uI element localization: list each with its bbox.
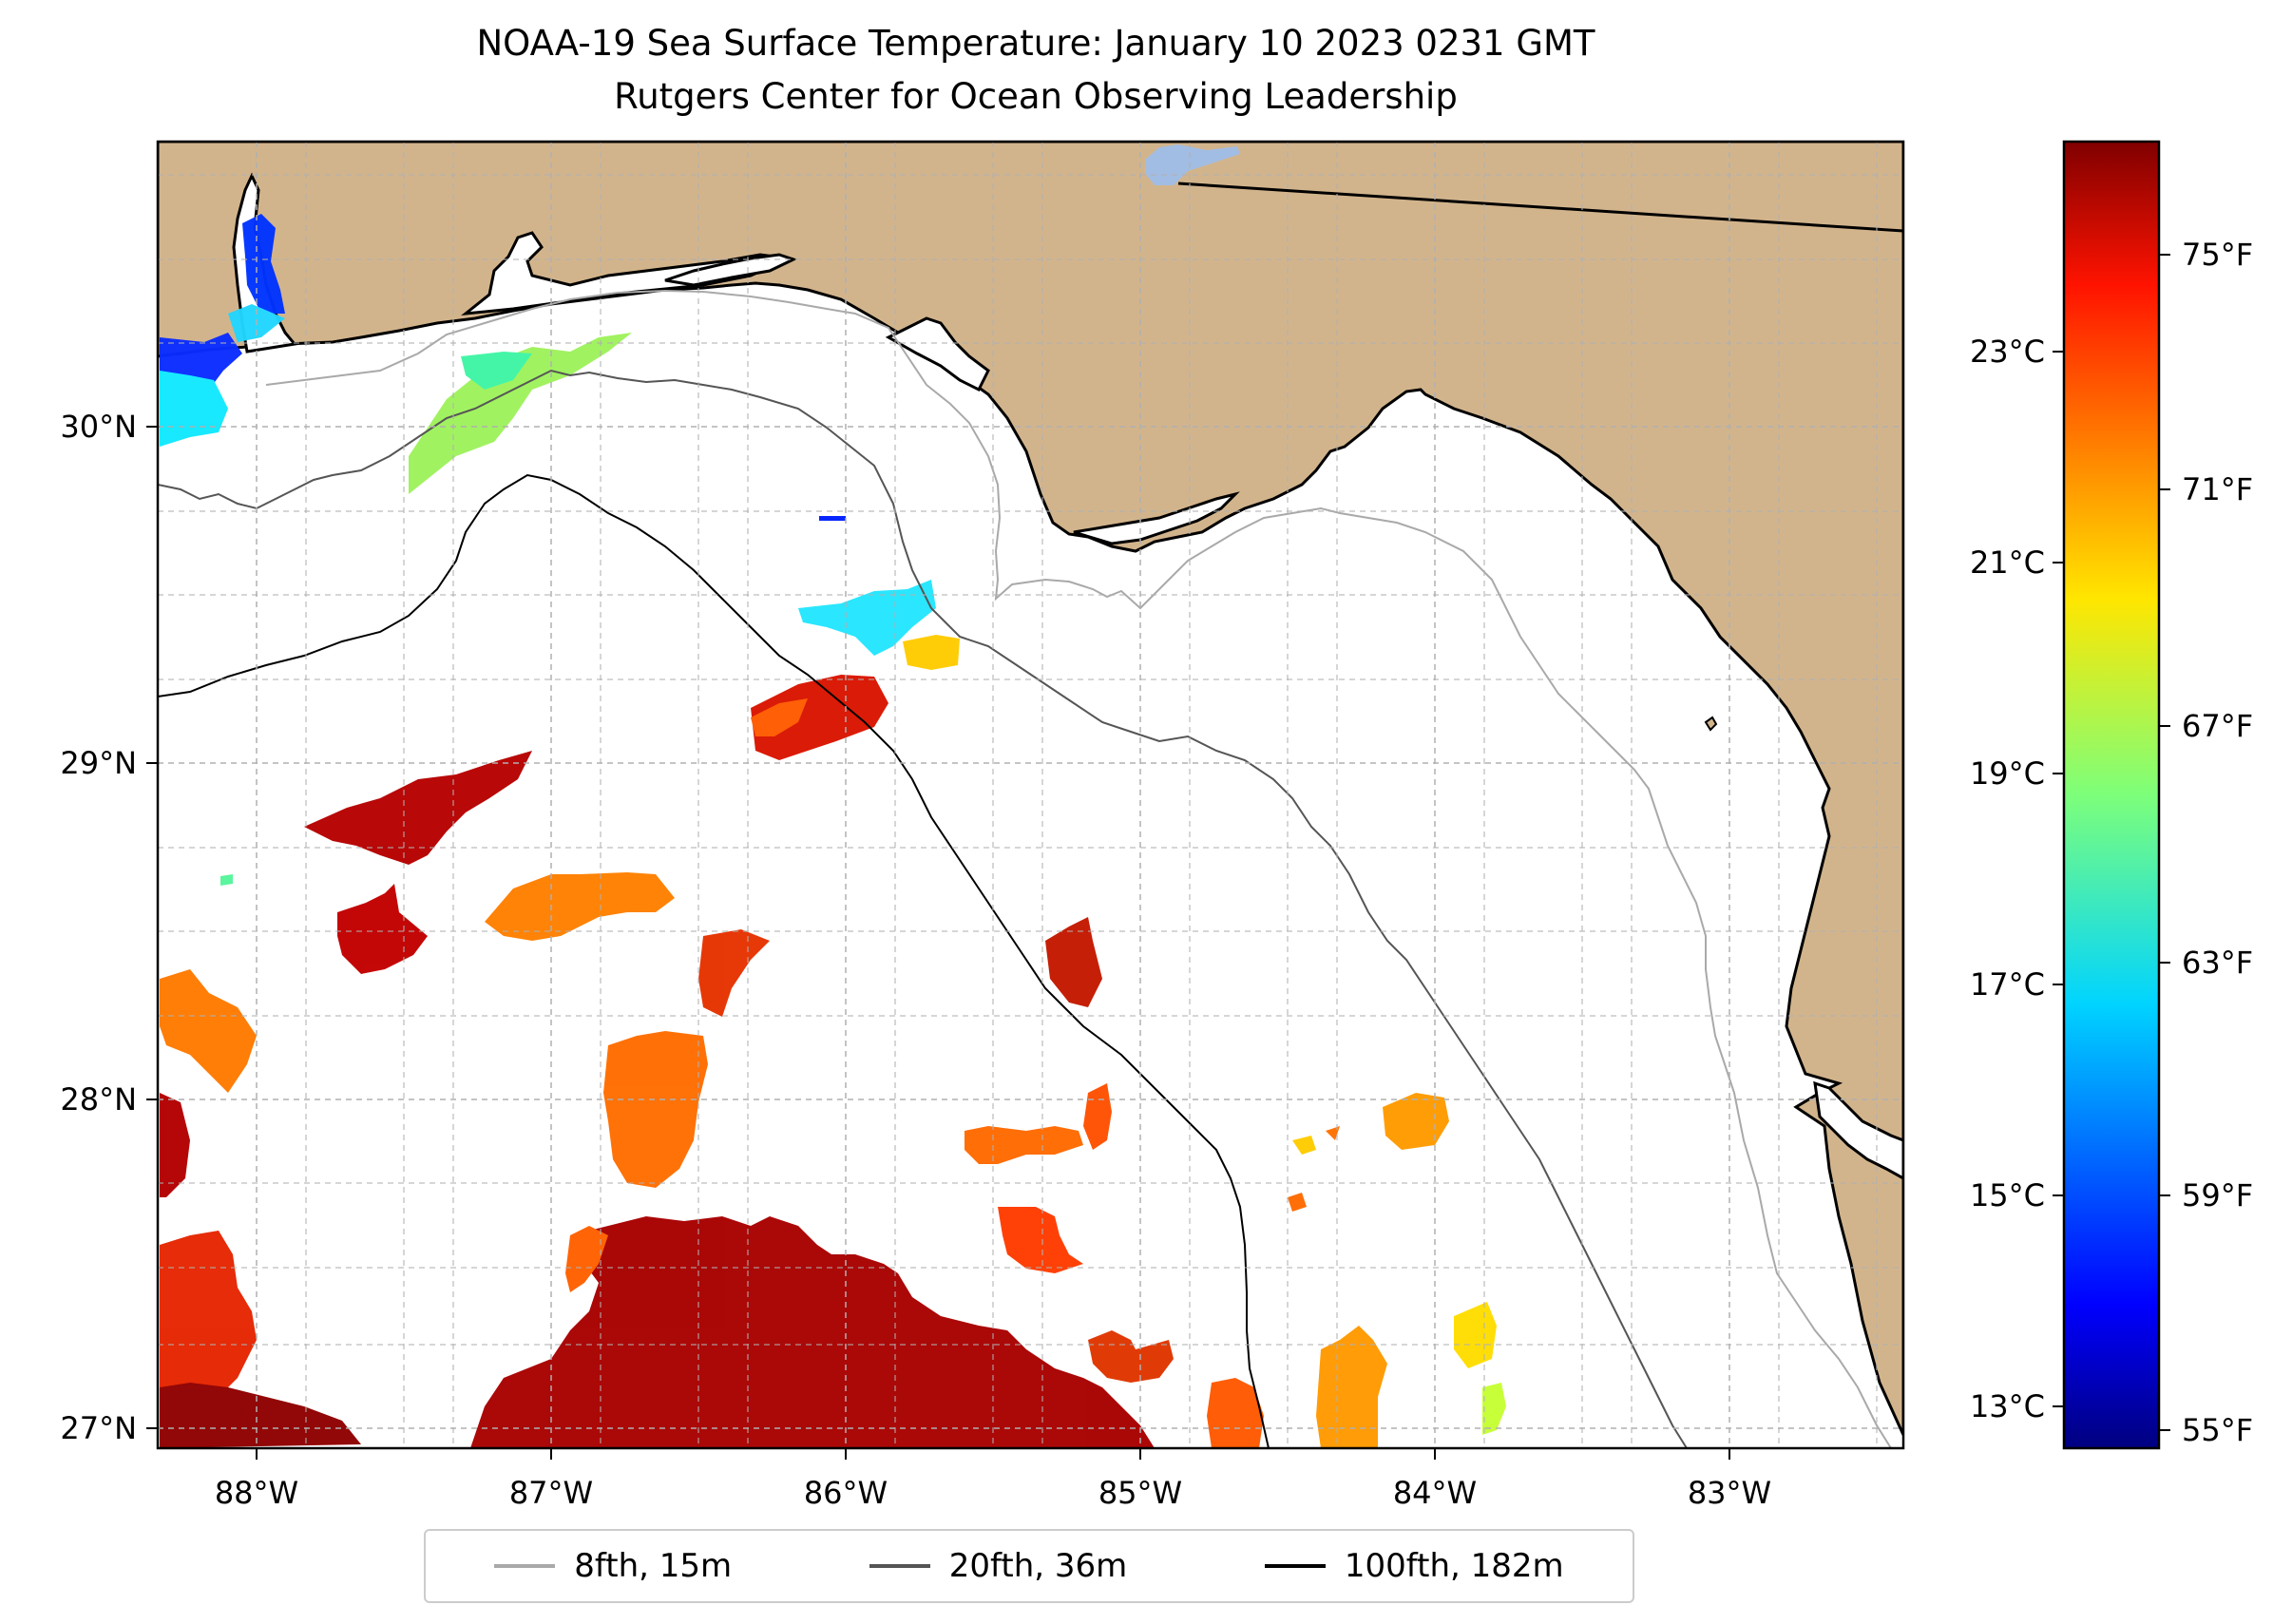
lat-tick-label: 27°N [60, 1410, 137, 1446]
colorbar-c-label: 13°C [1970, 1388, 2045, 1424]
lon-tick-label: 83°W [1688, 1475, 1771, 1511]
legend-label: 100fth, 182m [1344, 1547, 1564, 1585]
sst-patch [337, 884, 428, 974]
colorbar-f-label: 63°F [2182, 945, 2253, 981]
sst-patch [603, 1031, 708, 1188]
sst-patch [242, 214, 285, 314]
sst-patch [1383, 1093, 1449, 1150]
sst-patch [1045, 917, 1102, 1007]
lon-tick-label: 84°W [1393, 1475, 1477, 1511]
colorbar-c-label: 17°C [1970, 966, 2045, 1003]
sst-patch [160, 371, 228, 447]
legend-item-100fth: 100fth, 182m [1264, 1547, 1564, 1585]
state-border [1177, 182, 1903, 233]
chart-title: NOAA-19 Sea Surface Temperature: January… [476, 23, 1595, 64]
legend-label: 20fth, 36m [948, 1547, 1128, 1585]
sst-patch [751, 675, 888, 760]
isobath-36m [158, 369, 1688, 1448]
colorbar-f-label: 55°F [2182, 1412, 2253, 1448]
colorbar-c-label: 15°C [1970, 1177, 2045, 1213]
colorbar-c-label: 23°C [1970, 334, 2045, 370]
chart-subtitle: Rutgers Center for Ocean Observing Leade… [614, 76, 1458, 117]
sst-patch [160, 1093, 190, 1197]
legend-item-20fth: 20fth, 36m [869, 1547, 1128, 1585]
sst-patch [1207, 1378, 1264, 1448]
lat-tick-label: 28°N [60, 1081, 137, 1118]
lon-tick-label: 88°W [215, 1475, 298, 1511]
sst-patch [1316, 1326, 1387, 1448]
lat-tick-label: 29°N [60, 745, 137, 781]
lon-tick-label: 87°W [509, 1475, 593, 1511]
cedar-key-island [1704, 716, 1718, 732]
lon-tick-label: 85°W [1098, 1475, 1182, 1511]
sst-patch [160, 1231, 257, 1406]
sst-patch [1292, 1136, 1316, 1155]
lon-tick-label: 86°W [804, 1475, 888, 1511]
sst-patch [819, 516, 846, 521]
colorbar-f-label: 59°F [2182, 1177, 2253, 1213]
sst-patch [470, 1216, 1155, 1448]
colorbar-c-label: 19°C [1970, 755, 2045, 792]
legend-label: 8fth, 15m [574, 1547, 733, 1585]
choctawhatchee-bay [664, 253, 797, 287]
sst-patch [903, 635, 960, 670]
isobath-182m [158, 473, 1270, 1448]
colorbar-f-label: 71°F [2182, 471, 2253, 507]
sst-patch [220, 874, 233, 886]
sst-patch [998, 1207, 1083, 1273]
sst-patch [698, 929, 770, 1017]
gridlines [158, 142, 1903, 1448]
sst-patch [485, 872, 675, 941]
sst-patch [1482, 1383, 1506, 1435]
sst-patch [304, 751, 532, 865]
sst-patch [1288, 1193, 1307, 1212]
isobath-15m [265, 289, 1892, 1448]
sst-patch [461, 352, 532, 390]
sst-patch [798, 580, 936, 656]
sst-patch [160, 969, 257, 1093]
sst-patches [160, 214, 1506, 1448]
sst-patch [1088, 1330, 1174, 1383]
legend-swatch [1264, 1564, 1326, 1568]
lake [1145, 144, 1240, 185]
sst-patch [160, 1383, 361, 1448]
st-andrew-bay [885, 316, 990, 392]
colorbar [2062, 140, 2161, 1450]
map-frame [156, 140, 1905, 1450]
colorbar-ticks [2053, 254, 2170, 1431]
colorbar-f-label: 67°F [2182, 708, 2253, 744]
lat-axis [146, 426, 158, 1429]
legend-swatch [494, 1564, 556, 1568]
sst-patch [1454, 1302, 1497, 1368]
lon-axis [256, 1448, 1730, 1460]
map-area [158, 142, 1903, 1448]
lat-tick-label: 30°N [60, 409, 137, 445]
colorbar-f-label: 75°F [2182, 237, 2253, 273]
legend-item-8fth: 8fth, 15m [494, 1547, 732, 1585]
legend: 8fth, 15m 20fth, 36m 100fth, 182m [424, 1529, 1634, 1603]
sst-patch [965, 1126, 1083, 1164]
sst-patch [565, 1226, 608, 1292]
colorbar-c-label: 21°C [1970, 545, 2045, 581]
sst-patch [751, 698, 808, 736]
legend-swatch [869, 1564, 930, 1568]
tampa-bay [1813, 1080, 1903, 1180]
